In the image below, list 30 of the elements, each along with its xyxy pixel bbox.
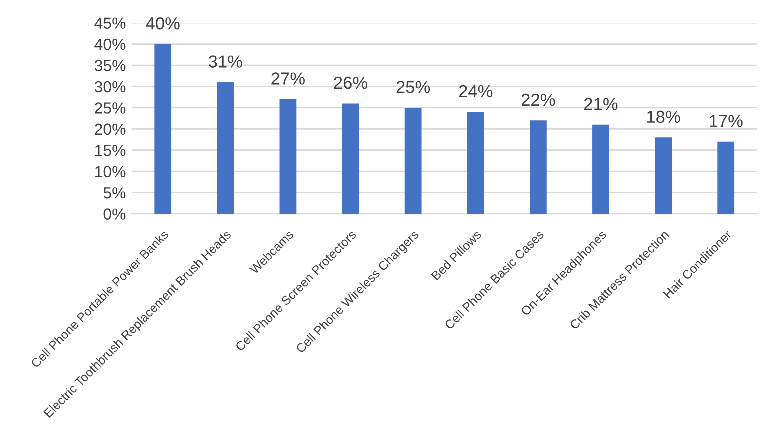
data-label: 24%	[459, 85, 493, 98]
data-label: 25%	[396, 81, 430, 94]
bar	[342, 104, 360, 214]
bar	[718, 142, 735, 214]
y-tick-label: 30%	[94, 81, 126, 93]
y-tick-label: 35%	[94, 60, 126, 72]
bar	[217, 82, 234, 214]
bar	[592, 124, 610, 214]
bar	[280, 99, 297, 214]
y-tick-label: 25%	[95, 102, 126, 114]
data-label: 31%	[208, 56, 242, 68]
data-label: 17%	[710, 115, 743, 128]
data-label: 27%	[272, 72, 305, 85]
y-tick-label: 20%	[95, 124, 126, 136]
data-label: 22%	[522, 94, 556, 106]
y-tick-label: 10%	[96, 166, 126, 178]
y-tick-label: 0%	[104, 208, 126, 220]
bar	[404, 108, 422, 214]
bar	[655, 138, 672, 214]
bar	[467, 112, 484, 214]
data-label: 26%	[334, 76, 368, 90]
data-label: 40%	[146, 17, 180, 30]
y-tick-label: 15%	[96, 145, 126, 156]
y-tick-label: 45%	[94, 18, 126, 30]
y-tick-label: 5%	[104, 188, 126, 199]
bar	[154, 44, 172, 214]
data-label: 18%	[647, 110, 680, 124]
data-label: 21%	[584, 98, 618, 110]
y-tick-label: 40%	[94, 38, 126, 50]
bar	[530, 120, 547, 214]
